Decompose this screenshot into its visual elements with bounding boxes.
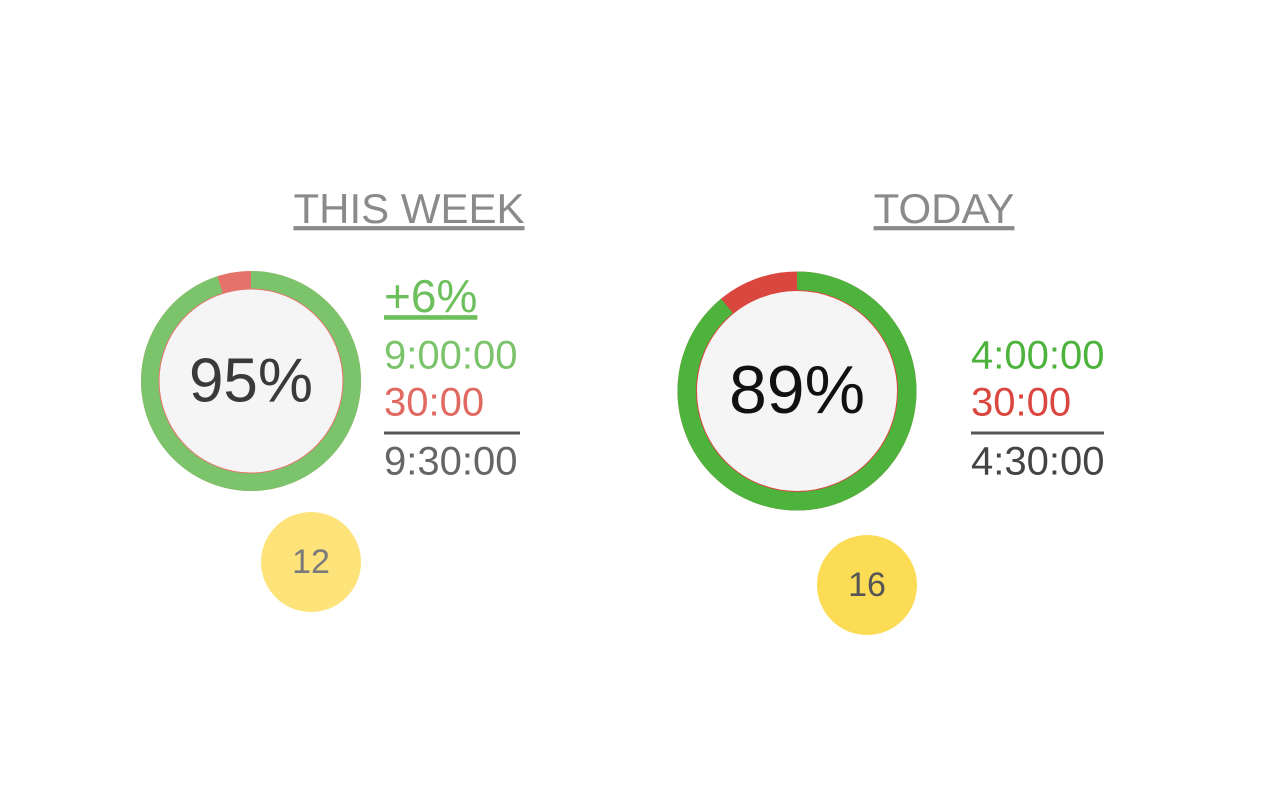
break-time: 30:00 [971,381,1071,425]
total-time: 9:30:00 [384,440,517,484]
panel-title: THIS WEEK [293,185,524,232]
work-time: 9:00:00 [384,334,517,378]
ring-percent: 89% [729,352,865,428]
ring-inner [158,288,344,474]
ring-inner [696,290,898,492]
change: +6% [384,270,477,322]
work-time: 4:00:00 [971,334,1104,378]
break-time: 30:00 [384,381,484,425]
badge [261,512,361,612]
badge-count: 12 [292,543,330,581]
ring-progress [677,271,917,511]
ring-percent: 95% [189,346,313,415]
ring-progress [141,271,361,491]
badge-count: 16 [848,566,886,604]
total-time: 4:30:00 [971,440,1104,484]
badge [817,535,917,635]
panel-title: TODAY [874,185,1015,232]
